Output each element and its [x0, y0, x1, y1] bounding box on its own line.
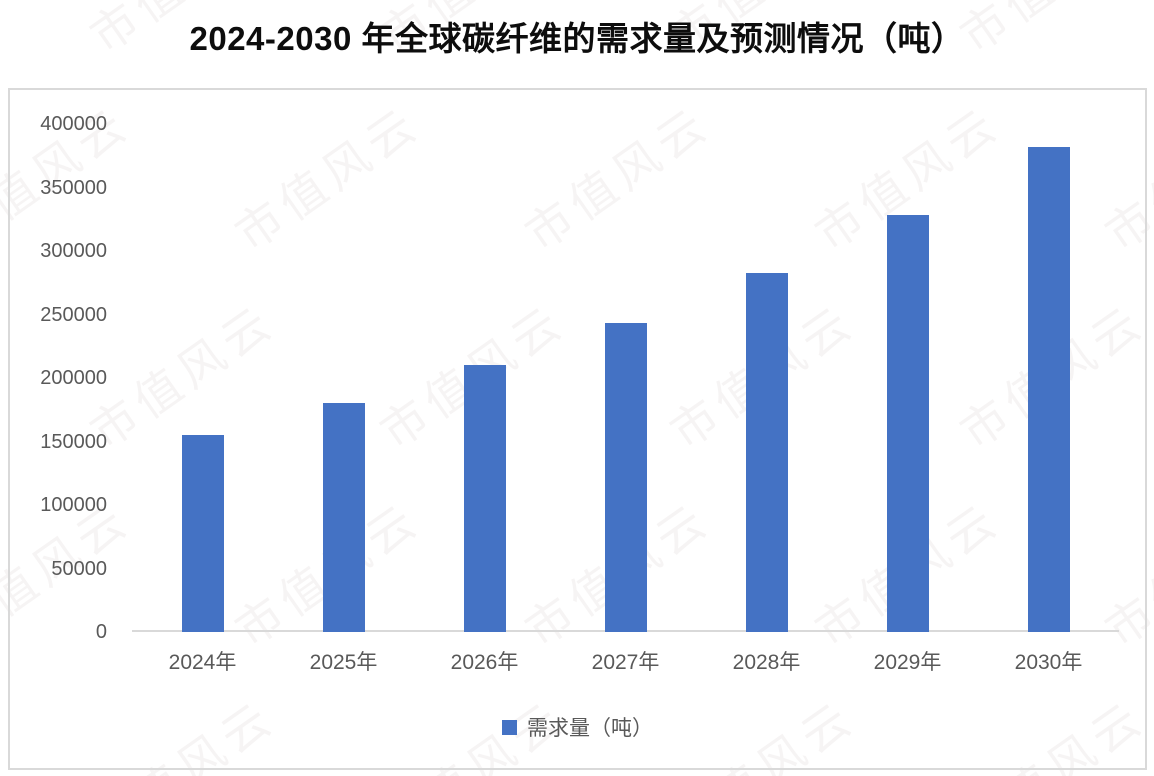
- legend-swatch-icon: [502, 719, 517, 735]
- chart-container: 0 50000 100000 150000 200000 250000 300000 3500…: [8, 88, 1147, 770]
- bar-2030年: [1027, 146, 1070, 632]
- x-axis-label: 2030年: [1014, 651, 1083, 674]
- bar-2026年: [463, 365, 506, 632]
- legend: 需求量（吨）: [10, 712, 1145, 742]
- bar-2029年: [886, 215, 929, 632]
- chart-title: 2024-2030 年全球碳纤维的需求量及预测情况（吨）: [189, 20, 965, 57]
- x-axis-label: 2027年: [591, 651, 660, 674]
- legend-label: 需求量（吨）: [527, 717, 653, 740]
- x-axis-label: 2024年: [168, 651, 237, 674]
- y-tick-label: 400000: [40, 113, 107, 135]
- x-axis-label: 2028年: [732, 651, 801, 674]
- x-axis-label: 2025年: [309, 651, 378, 674]
- bar-2024年: [181, 435, 224, 632]
- y-tick-label: 250000: [40, 303, 107, 326]
- y-tick-label: 300000: [40, 240, 107, 262]
- x-axis-label: 2026年: [450, 651, 519, 674]
- bar-2028年: [745, 272, 788, 632]
- y-tick-label: 200000: [40, 367, 107, 389]
- y-tick-label: 100000: [40, 494, 107, 516]
- x-axis-label: 2029年: [873, 651, 942, 674]
- bar-2027年: [604, 323, 647, 632]
- y-tick-label: 350000: [40, 176, 107, 199]
- bar-2025年: [322, 403, 365, 632]
- y-tick-label: 50000: [51, 557, 107, 580]
- y-tick-label: 0: [95, 621, 107, 643]
- y-tick-label: 150000: [40, 430, 107, 453]
